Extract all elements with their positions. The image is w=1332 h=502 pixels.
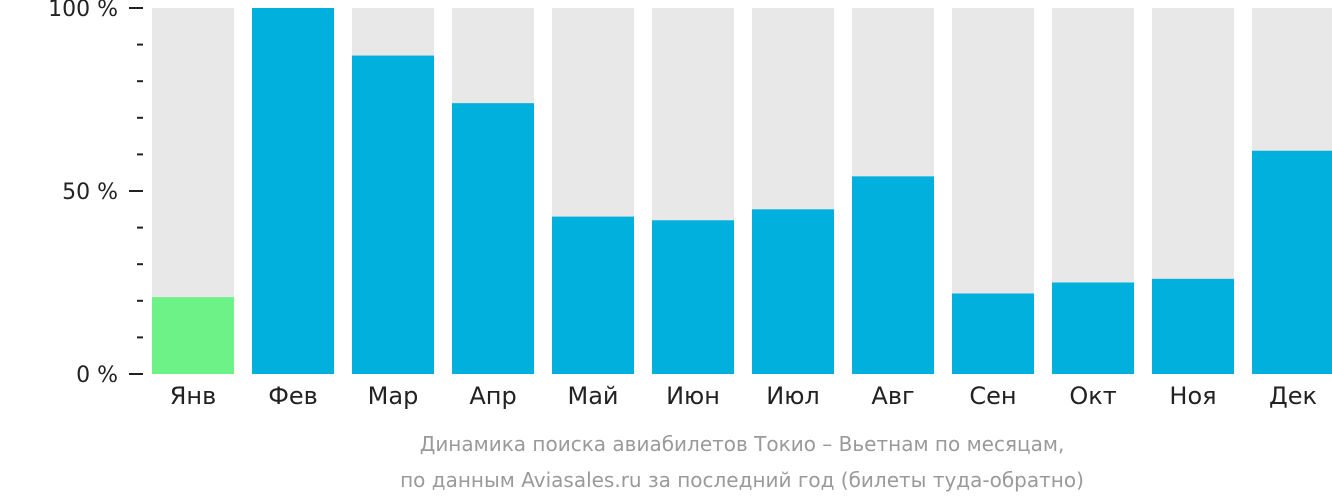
x-tick-label: Дек [1269, 382, 1317, 410]
caption-line-1: Динамика поиска авиабилетов Токио – Вьет… [420, 432, 1065, 456]
x-tick-label: Май [567, 382, 618, 410]
bar [1052, 282, 1134, 374]
x-tick-label: Окт [1069, 382, 1116, 410]
bar [852, 176, 934, 374]
caption-line-2: по данным Aviasales.ru за последний год … [400, 468, 1084, 492]
x-tick-label: Июл [766, 382, 820, 410]
y-axis: 0 % 50 % 100 % [48, 0, 143, 388]
y-tick-label: 100 % [48, 0, 118, 22]
y-tick-label: 50 % [62, 180, 118, 205]
bar [752, 209, 834, 374]
bar [452, 103, 534, 374]
x-tick-label: Ноя [1169, 382, 1216, 410]
bar [1252, 150, 1332, 374]
y-tick-label: 0 % [76, 363, 118, 388]
x-tick-label: Мар [368, 382, 419, 410]
bars [152, 8, 1332, 375]
bar [252, 8, 334, 374]
bar [152, 297, 234, 374]
x-tick-label: Апр [469, 382, 516, 410]
bar [952, 293, 1034, 374]
bar [352, 55, 434, 375]
x-tick-label: Авг [871, 382, 914, 410]
x-tick-label: Сен [969, 382, 1016, 410]
bar [552, 216, 634, 374]
bar [652, 220, 734, 374]
x-tick-label: Июн [666, 382, 720, 410]
x-axis-labels: Янв Фев Мар Апр Май Июн Июл Авг Сен Окт Ноя Дек [170, 382, 1317, 410]
x-tick-label: Фев [268, 382, 318, 410]
x-tick-label: Янв [170, 382, 217, 410]
bar [1152, 278, 1234, 374]
